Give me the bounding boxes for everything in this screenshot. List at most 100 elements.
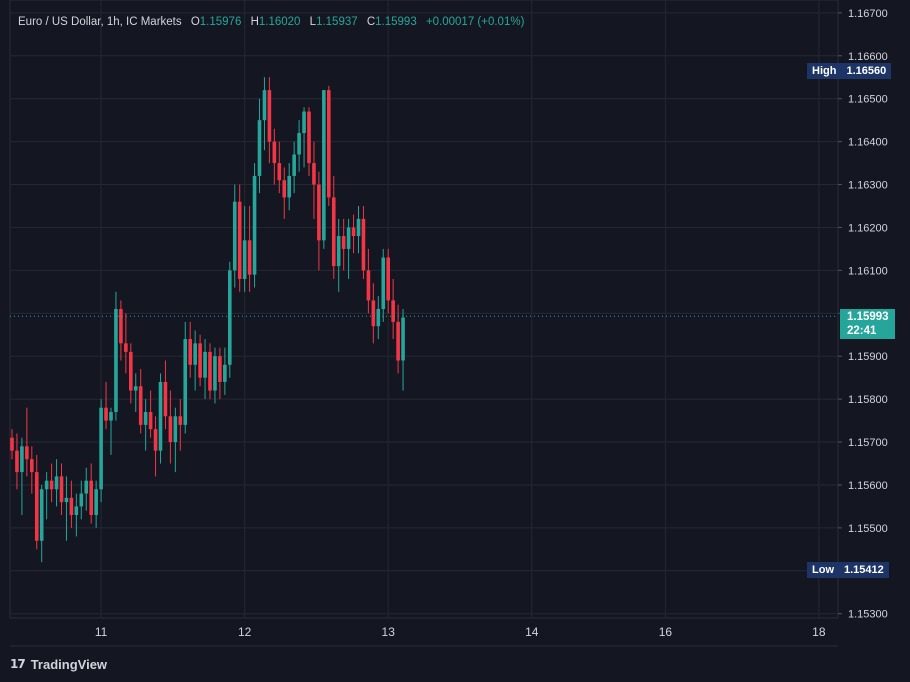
candle-body bbox=[257, 120, 262, 176]
candle-body bbox=[287, 175, 291, 198]
candle[interactable] bbox=[84, 467, 89, 511]
candle[interactable] bbox=[104, 381, 108, 430]
candle[interactable] bbox=[232, 184, 237, 288]
candle[interactable] bbox=[10, 429, 14, 460]
candle[interactable] bbox=[282, 167, 287, 219]
candle[interactable] bbox=[366, 248, 371, 314]
candle-body bbox=[183, 339, 188, 425]
candle[interactable] bbox=[381, 248, 386, 322]
candle[interactable] bbox=[272, 128, 277, 185]
candle-body bbox=[69, 497, 74, 515]
candle[interactable] bbox=[237, 184, 242, 292]
high-value: 1.16020 bbox=[258, 16, 301, 28]
candle[interactable] bbox=[252, 163, 257, 288]
candle[interactable] bbox=[39, 484, 44, 563]
candle[interactable] bbox=[188, 321, 192, 378]
candle-body bbox=[272, 141, 277, 164]
candle[interactable] bbox=[302, 107, 306, 168]
candle[interactable] bbox=[336, 218, 341, 292]
candle[interactable] bbox=[143, 399, 148, 451]
candle[interactable] bbox=[277, 141, 282, 194]
candle-body bbox=[89, 480, 93, 515]
candle[interactable] bbox=[183, 321, 188, 434]
candle[interactable] bbox=[119, 300, 123, 361]
candle[interactable] bbox=[153, 416, 158, 477]
candle[interactable] bbox=[351, 214, 356, 254]
candle-body bbox=[153, 429, 158, 451]
candle[interactable] bbox=[307, 107, 311, 176]
candle[interactable] bbox=[262, 77, 267, 151]
candle-body bbox=[223, 364, 227, 382]
candle[interactable] bbox=[292, 141, 296, 194]
candle[interactable] bbox=[203, 339, 207, 400]
candle[interactable] bbox=[341, 218, 346, 271]
candle[interactable] bbox=[223, 347, 227, 395]
candle[interactable] bbox=[361, 206, 366, 279]
candle[interactable] bbox=[89, 463, 93, 524]
candle[interactable] bbox=[317, 171, 321, 271]
candle[interactable] bbox=[322, 90, 326, 249]
candle[interactable] bbox=[371, 283, 376, 344]
candle[interactable] bbox=[297, 120, 301, 172]
candle[interactable] bbox=[94, 480, 98, 528]
candle[interactable] bbox=[74, 493, 79, 537]
candle[interactable] bbox=[20, 437, 24, 515]
candle[interactable] bbox=[49, 463, 54, 503]
candle[interactable] bbox=[218, 347, 222, 400]
candle-body bbox=[49, 480, 54, 490]
candle[interactable] bbox=[129, 343, 133, 404]
candle[interactable] bbox=[109, 407, 113, 455]
candle[interactable] bbox=[163, 360, 168, 430]
candlestick-series[interactable] bbox=[10, 77, 405, 563]
candle[interactable] bbox=[133, 373, 138, 412]
candle[interactable] bbox=[69, 480, 74, 528]
candle[interactable] bbox=[138, 369, 143, 434]
candle[interactable] bbox=[198, 334, 202, 387]
candle[interactable] bbox=[64, 476, 69, 541]
candle[interactable] bbox=[391, 278, 395, 340]
candle[interactable] bbox=[356, 206, 361, 254]
candle[interactable] bbox=[376, 296, 381, 340]
open-value: 1.15976 bbox=[199, 16, 242, 28]
candle[interactable] bbox=[213, 347, 217, 404]
candle-body bbox=[158, 381, 163, 451]
candle[interactable] bbox=[173, 407, 178, 473]
candle[interactable] bbox=[312, 141, 316, 219]
candle[interactable] bbox=[15, 433, 19, 490]
candle[interactable] bbox=[247, 206, 252, 292]
candle[interactable] bbox=[178, 399, 183, 451]
candle[interactable] bbox=[401, 309, 405, 391]
candle[interactable] bbox=[79, 480, 84, 520]
candle[interactable] bbox=[168, 390, 173, 464]
candle[interactable] bbox=[327, 85, 331, 206]
candle[interactable] bbox=[148, 390, 153, 438]
candle[interactable] bbox=[44, 472, 49, 520]
candle[interactable] bbox=[242, 206, 247, 292]
candle-body bbox=[99, 407, 103, 490]
candle[interactable] bbox=[386, 248, 390, 314]
candle[interactable] bbox=[158, 373, 163, 464]
candle-body bbox=[84, 480, 89, 494]
candle[interactable] bbox=[114, 291, 118, 421]
candle[interactable] bbox=[257, 98, 262, 194]
candle[interactable] bbox=[25, 407, 29, 477]
tradingview-branding[interactable]: 17 TradingView bbox=[10, 654, 107, 674]
candle[interactable] bbox=[208, 343, 212, 400]
candle[interactable] bbox=[34, 454, 39, 550]
y-tick-label: 1.16700 bbox=[848, 8, 888, 20]
time-axis[interactable]: 11 12 13 14 16 18 bbox=[95, 625, 826, 639]
candle[interactable] bbox=[331, 175, 336, 279]
candle-body bbox=[39, 489, 44, 541]
candle[interactable] bbox=[99, 399, 103, 503]
candle[interactable] bbox=[346, 218, 351, 279]
candle[interactable] bbox=[54, 459, 59, 507]
candle[interactable] bbox=[228, 261, 232, 378]
candle[interactable] bbox=[30, 446, 34, 494]
candle[interactable] bbox=[124, 313, 128, 374]
candle[interactable] bbox=[193, 330, 197, 391]
candle[interactable] bbox=[287, 163, 291, 211]
candle[interactable] bbox=[267, 77, 272, 164]
candle[interactable] bbox=[59, 463, 64, 516]
